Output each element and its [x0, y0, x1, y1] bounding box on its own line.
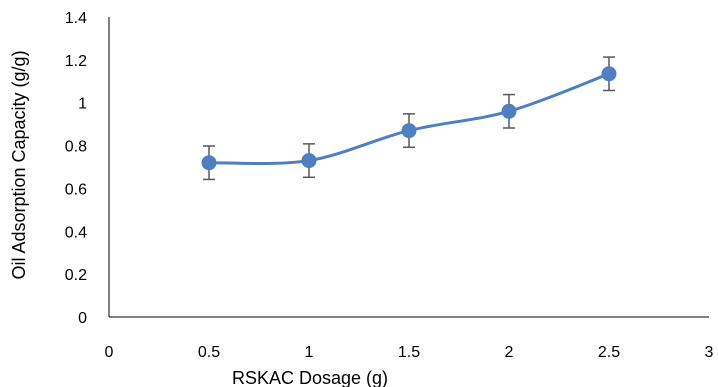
y-tick-label: 0.4: [65, 224, 87, 241]
x-tick-label: 2.5: [598, 344, 620, 361]
error-bars: [203, 56, 615, 181]
y-tick-labels: 0 0.2 0.4 0.6 0.8 1 1.2 1.4: [65, 10, 87, 327]
y-tick-label: 1.4: [65, 10, 87, 27]
data-points: [201, 66, 617, 171]
data-point: [601, 66, 617, 82]
x-axis-title: RSKAC Dosage (g): [232, 368, 388, 387]
y-tick-label: 0.2: [65, 267, 87, 284]
x-tick-label: 0.5: [198, 344, 220, 361]
y-axis-title: Oil Adsorption Capacity (g/g): [9, 50, 29, 279]
x-tick-label: 3: [705, 344, 714, 361]
x-tick-label: 0: [105, 344, 114, 361]
y-tick-label: 1.2: [65, 53, 87, 70]
data-point: [401, 123, 417, 139]
y-tick-label: 1: [78, 96, 87, 113]
data-point: [501, 103, 517, 119]
axes: [108, 17, 709, 318]
x-tick-label: 1: [305, 344, 314, 361]
x-tick-label: 2: [505, 344, 514, 361]
y-tick-label: 0.8: [65, 139, 87, 156]
y-tick-label: 0: [78, 310, 87, 327]
data-point: [201, 155, 217, 171]
x-tick-labels: 0 0.5 1 1.5 2 2.5 3: [105, 344, 714, 361]
y-tick-label: 0.6: [65, 181, 87, 198]
x-tick-label: 1.5: [398, 344, 420, 361]
data-point: [301, 153, 317, 169]
